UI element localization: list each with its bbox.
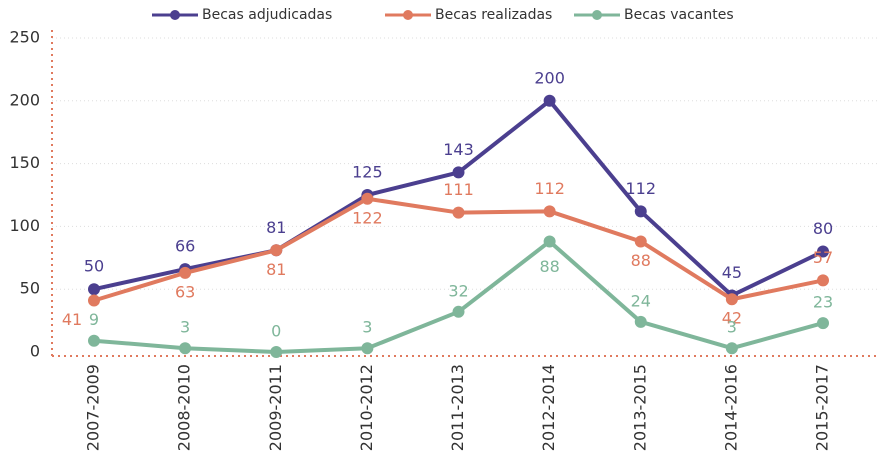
data-point bbox=[452, 206, 465, 219]
data-label: 80 bbox=[813, 219, 833, 238]
data-point bbox=[725, 293, 738, 306]
data-point bbox=[361, 192, 374, 205]
data-point bbox=[543, 94, 556, 107]
data-point bbox=[361, 342, 374, 355]
x-tick-label: 2007-2009 bbox=[84, 364, 103, 451]
data-point bbox=[452, 305, 465, 318]
data-label: 81 bbox=[266, 260, 286, 279]
data-point bbox=[270, 346, 283, 358]
x-tick-label: 2008-2010 bbox=[175, 364, 194, 451]
data-label: 57 bbox=[813, 248, 833, 267]
data-label: 24 bbox=[631, 291, 651, 310]
data-point bbox=[88, 334, 100, 347]
y-tick-label: 200 bbox=[9, 90, 40, 109]
data-point bbox=[725, 342, 738, 355]
data-point bbox=[452, 166, 465, 179]
legend-label: Becas adjudicadas bbox=[202, 7, 332, 23]
data-label: 3 bbox=[180, 318, 190, 337]
data-label: 63 bbox=[175, 282, 195, 301]
legend-marker bbox=[592, 10, 602, 20]
data-label: 81 bbox=[266, 218, 286, 237]
data-point bbox=[543, 235, 556, 248]
data-label: 50 bbox=[84, 257, 104, 276]
data-point bbox=[179, 266, 192, 279]
x-tick-label: 2014-2016 bbox=[721, 364, 740, 451]
data-label: 66 bbox=[175, 237, 195, 256]
data-label: 112 bbox=[625, 179, 656, 198]
legend-label: Becas vacantes bbox=[624, 7, 734, 23]
data-label: 200 bbox=[534, 68, 565, 87]
data-point bbox=[817, 317, 829, 330]
data-label: 3 bbox=[727, 318, 737, 337]
legend-marker bbox=[170, 10, 180, 20]
data-label: 122 bbox=[352, 208, 383, 227]
legend-marker bbox=[403, 10, 413, 20]
data-point bbox=[817, 245, 829, 258]
data-point bbox=[634, 205, 647, 218]
legend-label: Becas realizadas bbox=[435, 7, 552, 23]
x-tick-label: 2010-2012 bbox=[357, 364, 376, 451]
data-point bbox=[817, 274, 829, 287]
data-label: 111 bbox=[443, 180, 474, 199]
data-label: 3 bbox=[362, 318, 372, 337]
data-label: 112 bbox=[534, 179, 565, 198]
data-label: 41 bbox=[62, 310, 82, 329]
data-label: 23 bbox=[813, 293, 833, 312]
data-label: 32 bbox=[448, 281, 468, 300]
y-tick-label: 100 bbox=[9, 216, 40, 235]
data-point bbox=[88, 294, 100, 307]
x-tick-label: 2012-2014 bbox=[539, 364, 558, 451]
data-point bbox=[634, 315, 647, 328]
y-tick-label: 0 bbox=[30, 342, 40, 361]
data-label: 143 bbox=[443, 140, 474, 159]
data-point bbox=[634, 235, 647, 248]
y-tick-label: 50 bbox=[20, 279, 40, 298]
x-tick-label: 2013-2015 bbox=[630, 364, 649, 451]
data-label: 45 bbox=[722, 263, 742, 282]
data-label: 9 bbox=[89, 310, 99, 329]
x-tick-label: 2015-2017 bbox=[813, 364, 832, 451]
data-label: 125 bbox=[352, 163, 383, 182]
data-label: 42 bbox=[722, 309, 742, 328]
data-label: 88 bbox=[539, 257, 559, 276]
data-point bbox=[270, 244, 283, 257]
data-point bbox=[179, 342, 192, 355]
x-tick-label: 2009-2011 bbox=[266, 364, 285, 451]
y-tick-label: 250 bbox=[9, 28, 40, 47]
data-label: 0 bbox=[271, 322, 281, 341]
data-point bbox=[88, 283, 100, 296]
data-label: 88 bbox=[631, 251, 651, 270]
data-point bbox=[543, 205, 556, 218]
x-tick-label: 2011-2013 bbox=[448, 364, 467, 451]
y-tick-label: 150 bbox=[9, 153, 40, 172]
